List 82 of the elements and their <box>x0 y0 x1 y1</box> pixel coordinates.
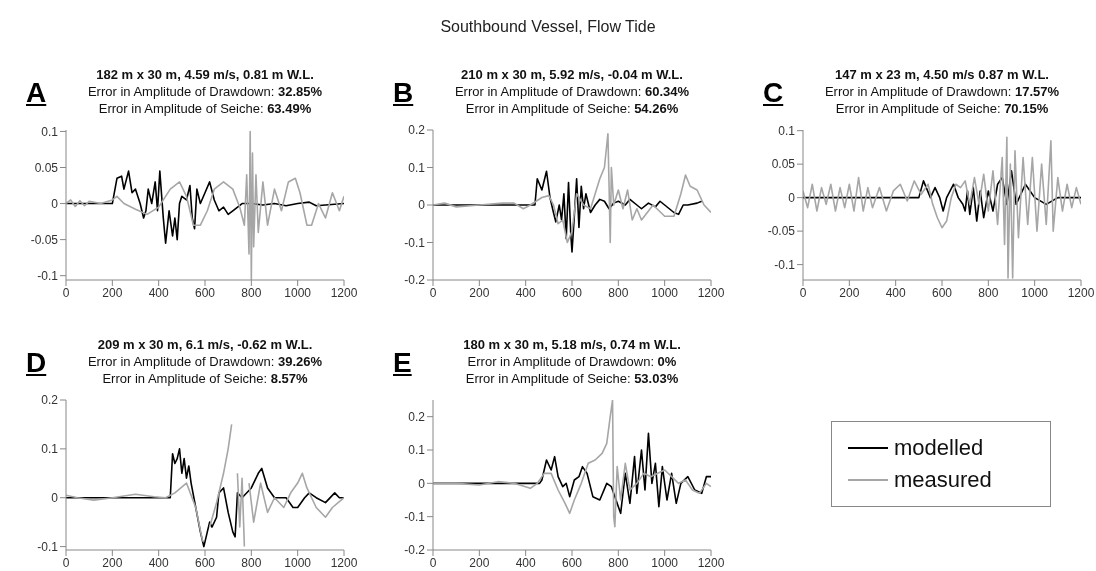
chart-title: 210 m x 30 m, 5.92 m/s, -0.04 m W.L. <box>460 66 684 83</box>
x-tick-label: 400 <box>515 555 536 570</box>
x-tick-label: 0 <box>429 285 437 300</box>
y-tick-label: 0 <box>51 196 59 211</box>
y-tick-label: -0.05 <box>767 224 796 239</box>
x-tick-label: 1000 <box>651 555 679 570</box>
y-tick-label: -0.1 <box>37 268 59 283</box>
chart-title: 209 m x 30 m, 6.1 m/s, -0.62 m W.L. <box>96 336 314 353</box>
x-tick-label: 1200 <box>330 555 358 570</box>
x-tick-label: 600 <box>194 285 216 300</box>
text: A <box>26 77 47 108</box>
chart-subtitle: Error in Amplitude of Drawdown: 17.57% Error in Amplitude of Seiche: 70.15% <box>823 83 1061 117</box>
y-tick-label: 0 <box>418 198 426 213</box>
x-tick-label: 1200 <box>1067 285 1095 300</box>
x-tick-label: 200 <box>469 285 490 300</box>
y-tick-label: 0 <box>418 476 426 491</box>
x-tick-label: 400 <box>515 285 536 300</box>
legend-label: modelled <box>894 434 984 462</box>
chart-title: 147 m x 23 m, 4.50 m/s 0.87 m W.L. <box>834 66 1050 83</box>
y-tick-label: 0.2 <box>408 123 426 138</box>
x-tick-label: 400 <box>148 555 169 570</box>
x-tick-label: 800 <box>241 285 262 300</box>
y-tick-label: 0.1 <box>408 443 426 458</box>
text: B <box>393 77 414 108</box>
y-tick-label: 0.1 <box>778 123 796 138</box>
text: C <box>763 77 784 108</box>
line-series <box>433 170 703 253</box>
y-tick-label: 0.05 <box>34 160 59 175</box>
x-tick-label: 0 <box>429 555 437 570</box>
chart-subtitle: Error in Amplitude of Drawdown: 32.85% Error in Amplitude of Seiche: 63.49% <box>86 83 324 117</box>
x-tick-label: 1200 <box>697 555 725 570</box>
x-tick-label: 800 <box>241 555 262 570</box>
x-tick-label: 1000 <box>284 285 312 300</box>
y-tick-label: -0.1 <box>404 235 426 250</box>
x-tick-label: 200 <box>839 285 860 300</box>
chart-title: 180 m x 30 m, 5.18 m/s, 0.74 m W.L. <box>462 336 682 353</box>
y-tick-label: -0.05 <box>30 232 59 247</box>
legend-label: measured <box>894 466 992 494</box>
y-tick-label: 0.1 <box>408 160 426 175</box>
chart-subtitle: Error in Amplitude of Drawdown: 60.34% Error in Amplitude of Seiche: 54.26% <box>453 83 691 117</box>
y-tick-label: 0.2 <box>41 393 59 408</box>
y-tick-label: -0.2 <box>404 273 426 288</box>
y-tick-label: -0.1 <box>774 257 796 272</box>
x-tick-label: 1000 <box>1021 285 1049 300</box>
line-series <box>433 132 711 244</box>
line-series <box>803 170 1081 222</box>
x-tick-label: 1200 <box>697 285 725 300</box>
x-tick-label: 1000 <box>651 285 679 300</box>
x-tick-label: 800 <box>978 285 999 300</box>
x-tick-label: 800 <box>608 285 629 300</box>
x-tick-label: 0 <box>799 285 807 300</box>
x-tick-label: 200 <box>102 285 123 300</box>
text: E <box>393 347 412 378</box>
x-tick-label: 600 <box>931 285 953 300</box>
y-tick-label: 0 <box>51 490 59 505</box>
x-tick-label: 600 <box>561 285 583 300</box>
y-tick-label: 0.05 <box>771 157 796 172</box>
x-tick-label: 600 <box>194 555 216 570</box>
x-tick-label: 600 <box>561 555 583 570</box>
line-series <box>433 400 711 528</box>
y-tick-label: 0.1 <box>41 124 59 139</box>
chart-subtitle: Error in Amplitude of Drawdown: 39.26% Error in Amplitude of Seiche: 8.57% <box>86 353 324 387</box>
text: Southbound Vessel, Flow Tide <box>439 18 657 36</box>
y-tick-label: -0.1 <box>404 509 426 524</box>
x-tick-label: 200 <box>469 555 490 570</box>
x-tick-label: 0 <box>62 555 70 570</box>
x-tick-label: 1200 <box>330 285 358 300</box>
text: Error in Amplitude of Drawdown: 0% Error in Amplitude of Seiche: 53.03% <box>465 354 679 386</box>
x-tick-label: 400 <box>148 285 169 300</box>
x-tick-label: 1000 <box>284 555 312 570</box>
x-tick-label: 200 <box>102 555 123 570</box>
y-tick-label: -0.1 <box>37 539 59 554</box>
x-tick-label: 0 <box>62 285 70 300</box>
chart-title: 182 m x 30 m, 4.59 m/s, 0.81 m W.L. <box>95 66 315 83</box>
line-series <box>66 170 344 245</box>
y-tick-label: 0.2 <box>408 409 426 424</box>
text: D <box>26 347 47 378</box>
y-tick-label: -0.2 <box>404 543 426 558</box>
y-tick-label: 0 <box>788 190 796 205</box>
x-tick-label: 400 <box>885 285 906 300</box>
y-tick-label: 0.1 <box>41 442 59 457</box>
x-tick-label: 800 <box>608 555 629 570</box>
